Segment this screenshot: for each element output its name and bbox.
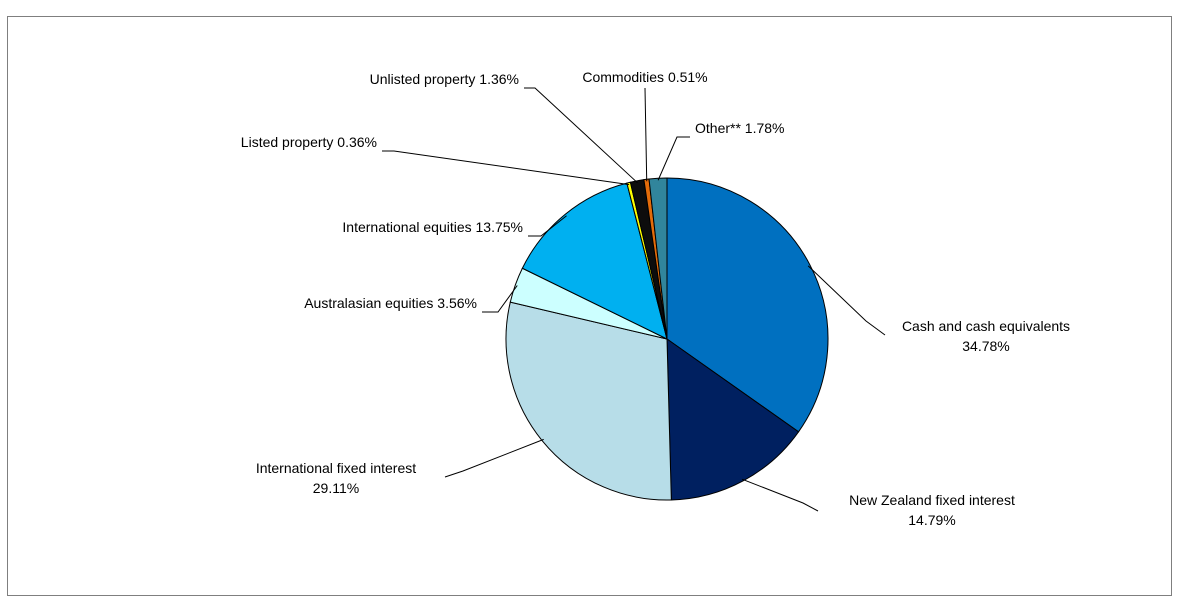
pie-slice-cash-and-cash-equivalents [666, 177, 829, 433]
leader-line-other [657, 136, 690, 181]
data-label-cash-and-cash-equivalents: Cash and cash equivalents 34.78% [902, 318, 1070, 354]
pie-chart: Cash and cash equivalents 34.78% New Zeala… [241, 69, 1070, 528]
data-label-commodities: Commodities 0.51% [582, 69, 707, 85]
leader-line-international-fixed-interest [444, 438, 544, 478]
pie-slice-other [648, 177, 668, 340]
data-label-value: 14.79% [908, 512, 955, 528]
leader-line-new-zealand-fixed-interest [741, 478, 819, 512]
data-label-australasian-equities: Australasian equities 3.56% [304, 295, 477, 311]
leader-line-listed-property [382, 150, 630, 186]
pie-slice-new-zealand-fixed-interest [666, 338, 800, 501]
data-label-listed-property: Listed property 0.36% [241, 134, 377, 150]
data-label-international-fixed-interest: International fixed interest 29.11% [256, 460, 416, 496]
data-label-category: Cash and cash equivalents [902, 318, 1070, 334]
leader-line-unlisted-property [524, 87, 638, 184]
data-label-international-equities: International equities 13.75% [342, 219, 523, 235]
data-label-new-zealand-fixed-interest: New Zealand fixed interest 14.79% [849, 492, 1015, 528]
leader-line-australasian-equities [482, 285, 518, 313]
leader-line-international-equities [528, 215, 567, 237]
data-label-other: Other** 1.78% [695, 120, 785, 136]
data-label-unlisted-property: Unlisted property 1.36% [370, 71, 519, 87]
pie-slice-international-fixed-interest [505, 301, 672, 501]
leader-line-cash-and-cash-equivalents [807, 265, 886, 336]
data-label-category: International fixed interest [256, 460, 416, 476]
data-label-value: 29.11% [313, 480, 359, 496]
chart-frame: Cash and cash equivalents 34.78% New Zeala… [7, 16, 1172, 596]
data-label-category: New Zealand fixed interest [849, 492, 1015, 508]
data-label-value: 34.78% [962, 338, 1009, 354]
leader-line-commodities [644, 87, 648, 182]
